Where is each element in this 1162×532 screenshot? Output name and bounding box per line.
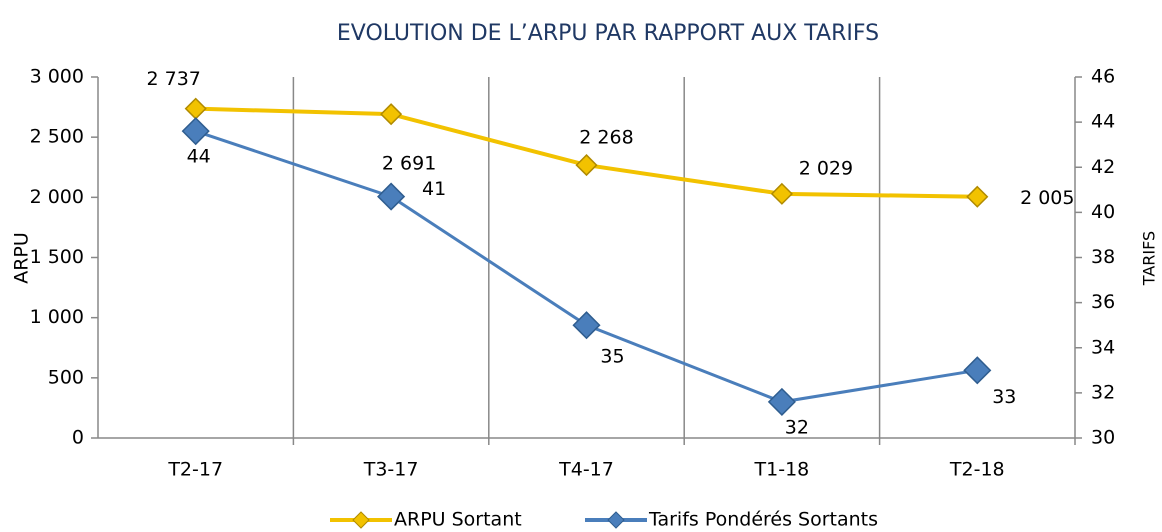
y2-tick-label: 30 bbox=[1091, 427, 1115, 449]
y2-tick-label: 36 bbox=[1091, 291, 1115, 313]
y2-tick-label: 38 bbox=[1091, 246, 1115, 268]
data-label: 33 bbox=[992, 386, 1016, 408]
data-label: 2 029 bbox=[799, 157, 853, 179]
data-point bbox=[575, 154, 598, 177]
legend-marker bbox=[352, 511, 370, 529]
legend-label: Tarifs Pondérés Sortants bbox=[648, 509, 878, 531]
x-tick-label: T3-17 bbox=[363, 459, 419, 481]
data-label: 44 bbox=[187, 146, 211, 168]
y-tick-label: 2 500 bbox=[30, 126, 84, 148]
data-label: 2 737 bbox=[146, 68, 200, 90]
data-point bbox=[572, 311, 601, 340]
data-label: 2 005 bbox=[1020, 187, 1074, 209]
y-tick-label: 3 000 bbox=[30, 66, 84, 88]
data-point bbox=[767, 387, 796, 416]
x-tick-label: T4-17 bbox=[558, 459, 614, 481]
y2-tick-label: 40 bbox=[1091, 201, 1115, 223]
y-tick-label: 1 000 bbox=[30, 306, 84, 328]
series-line bbox=[195, 106, 978, 199]
y-axis-label: ARPU bbox=[11, 232, 33, 284]
y2-tick-label: 32 bbox=[1091, 381, 1115, 403]
data-point bbox=[966, 185, 989, 208]
data-point bbox=[181, 117, 210, 146]
data-point bbox=[963, 356, 992, 385]
y-tick-label: 1 500 bbox=[30, 246, 84, 268]
y-tick-label: 500 bbox=[48, 366, 84, 388]
y-tick-label: 0 bbox=[72, 427, 84, 449]
y2-tick-label: 44 bbox=[1091, 111, 1115, 133]
y2-axis-label: TARIFS bbox=[1140, 231, 1159, 286]
x-tick-label: T1-18 bbox=[754, 459, 810, 481]
data-label: 41 bbox=[422, 178, 446, 200]
x-tick-label: T2-18 bbox=[949, 459, 1005, 481]
data-point bbox=[184, 97, 207, 120]
x-tick-label: T2-17 bbox=[167, 459, 223, 481]
chart-title: EVOLUTION DE L’ARPU PAR RAPPORT AUX TARI… bbox=[337, 21, 879, 46]
data-label: 35 bbox=[600, 346, 624, 368]
y2-tick-label: 34 bbox=[1091, 336, 1115, 358]
y-tick-label: 2 000 bbox=[30, 186, 84, 208]
y2-tick-label: 46 bbox=[1091, 66, 1115, 88]
data-point bbox=[377, 182, 406, 211]
legend-label: ARPU Sortant bbox=[394, 509, 522, 531]
data-label: 2 691 bbox=[382, 153, 436, 175]
data-point bbox=[770, 182, 793, 205]
data-label: 2 268 bbox=[579, 127, 633, 149]
legend-marker bbox=[607, 511, 625, 529]
data-point bbox=[380, 103, 403, 126]
data-label: 32 bbox=[785, 416, 809, 438]
y2-tick-label: 42 bbox=[1091, 156, 1115, 178]
